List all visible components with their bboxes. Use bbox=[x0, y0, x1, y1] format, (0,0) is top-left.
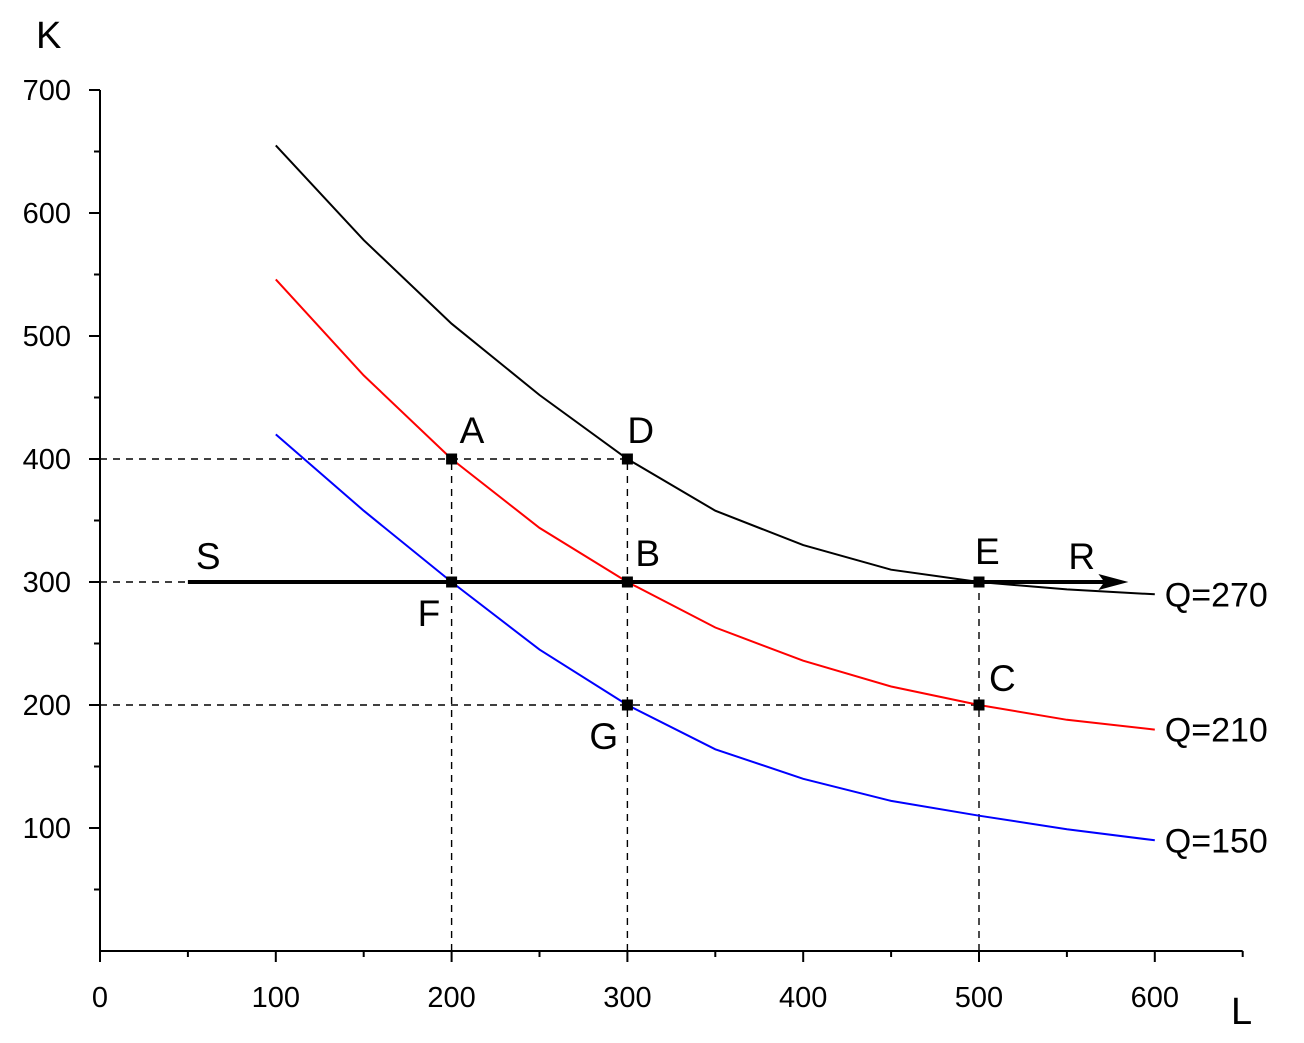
x-tick-label: 0 bbox=[92, 982, 108, 1014]
isoquant-line bbox=[275, 144, 1155, 596]
point-label: G bbox=[589, 716, 618, 757]
isoquant-label: Q=150 bbox=[1165, 822, 1268, 860]
point-marker bbox=[621, 453, 633, 465]
y-tick-label: 100 bbox=[23, 813, 71, 845]
isoquant-label: Q=210 bbox=[1165, 712, 1268, 750]
axes bbox=[99, 90, 1243, 952]
arrow-head bbox=[1098, 574, 1129, 590]
x-tick-label: 300 bbox=[603, 982, 651, 1014]
axis-ticks: 0 100 200 300 400 500 600 100 200 300 400 500 600 700 bbox=[23, 75, 1244, 1014]
arrow-start-label: S bbox=[196, 536, 221, 577]
isoquant-label: Q=270 bbox=[1165, 576, 1268, 614]
isoquant-line bbox=[275, 278, 1155, 731]
x-tick-label: 600 bbox=[1131, 982, 1179, 1014]
point-label: B bbox=[635, 533, 660, 574]
marked-points: A D B E F C G bbox=[418, 410, 1016, 757]
point-marker bbox=[446, 453, 458, 465]
point-label: D bbox=[627, 410, 654, 451]
y-tick-label: 500 bbox=[23, 321, 71, 353]
isoquant-curves: Q=270 Q=210 Q=150 bbox=[275, 144, 1268, 860]
x-axis-title: L bbox=[1231, 991, 1252, 1033]
point-marker bbox=[973, 699, 985, 711]
y-tick-label: 200 bbox=[23, 690, 71, 722]
y-axis-title: K bbox=[36, 15, 61, 57]
y-tick-label: 400 bbox=[23, 444, 71, 476]
arrow-end-label: R bbox=[1068, 536, 1095, 577]
isoquant-line bbox=[275, 433, 1155, 842]
x-tick-label: 100 bbox=[252, 982, 300, 1014]
point-label: F bbox=[418, 593, 441, 634]
point-label: E bbox=[975, 531, 1000, 572]
x-tick-label: 500 bbox=[955, 982, 1003, 1014]
x-tick-label: 200 bbox=[427, 982, 475, 1014]
point-marker bbox=[621, 699, 633, 711]
y-tick-label: 600 bbox=[23, 198, 71, 230]
y-tick-label: 300 bbox=[23, 567, 71, 599]
point-label: C bbox=[989, 658, 1016, 699]
point-label: A bbox=[460, 410, 485, 451]
point-marker bbox=[973, 576, 985, 588]
point-marker bbox=[446, 576, 458, 588]
guide-lines bbox=[100, 458, 980, 951]
point-marker bbox=[621, 576, 633, 588]
y-tick-label: 700 bbox=[23, 75, 71, 107]
x-tick-label: 400 bbox=[779, 982, 827, 1014]
